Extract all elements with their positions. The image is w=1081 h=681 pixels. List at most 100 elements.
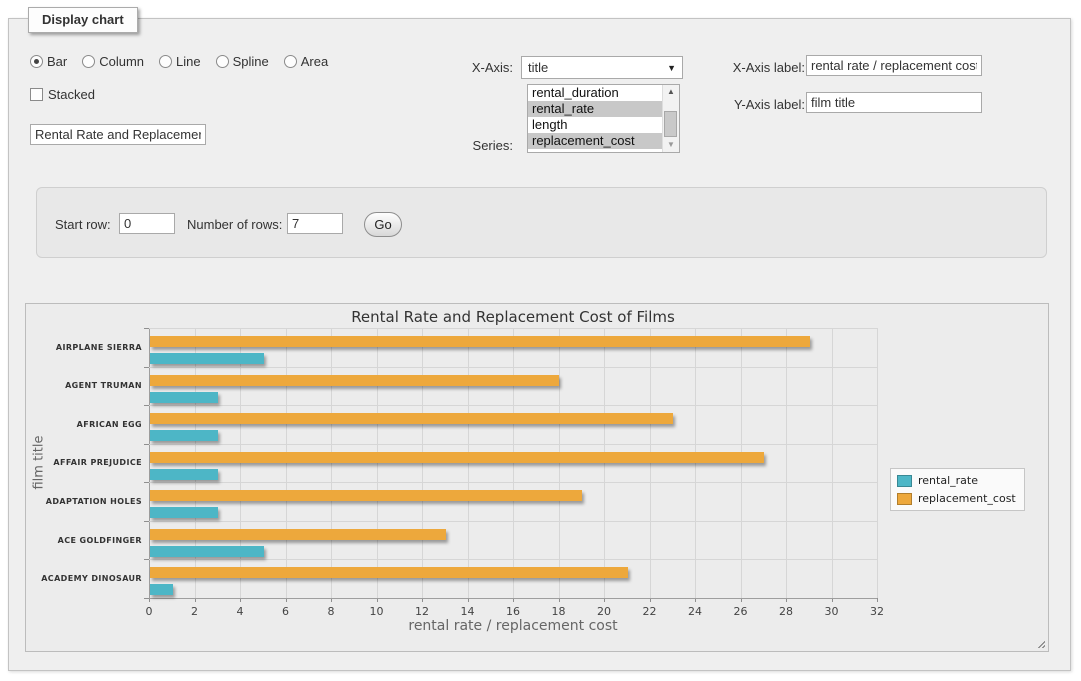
y-axis-label-input[interactable] xyxy=(806,92,982,113)
go-button[interactable]: Go xyxy=(364,212,402,237)
bar-rental_rate xyxy=(150,353,264,364)
y-tick-mark xyxy=(144,405,149,406)
legend-swatch-icon xyxy=(897,475,912,487)
panel-title: Display chart xyxy=(28,7,138,33)
x-tick-label: 2 xyxy=(180,605,210,618)
x-tick-label: 0 xyxy=(134,605,164,618)
y-gridline xyxy=(149,559,877,560)
x-axis-select[interactable]: title ▼ xyxy=(521,56,683,79)
x-gridline xyxy=(468,328,469,598)
bar-rental_rate xyxy=(150,584,173,595)
bar-rental_rate xyxy=(150,392,218,403)
y-axis-label-label: Y-Axis label: xyxy=(713,97,805,112)
chart-title-input[interactable] xyxy=(30,124,206,145)
bar-replacement_cost xyxy=(150,529,446,540)
scrollbar-thumb[interactable] xyxy=(664,111,677,137)
chart-legend: rental_ratereplacement_cost xyxy=(890,468,1025,511)
legend-item-replacement_cost: replacement_cost xyxy=(897,492,1016,505)
bar-replacement_cost xyxy=(150,490,582,501)
radio-icon xyxy=(30,55,43,68)
category-label: ACE GOLDFINGER xyxy=(46,521,142,560)
chart-type-bar[interactable]: Bar xyxy=(30,54,67,69)
chart-type-spline[interactable]: Spline xyxy=(216,54,269,69)
chart-type-area[interactable]: Area xyxy=(284,54,328,69)
series-option-rental_rate[interactable]: rental_rate xyxy=(528,101,663,117)
y-gridline xyxy=(149,367,877,368)
x-gridline xyxy=(650,328,651,598)
y-gridline xyxy=(149,328,877,329)
x-tick-label: 22 xyxy=(635,605,665,618)
series-options: rental_durationrental_ratelengthreplacem… xyxy=(528,85,663,152)
x-tick-label: 8 xyxy=(316,605,346,618)
category-label: AFFAIR PREJUDICE xyxy=(46,444,142,483)
x-tick-label: 28 xyxy=(771,605,801,618)
display-chart-page: Display chart Bar Column Line Spline Area St… xyxy=(0,0,1081,681)
bar-replacement_cost xyxy=(150,567,628,578)
series-option-length[interactable]: length xyxy=(528,117,663,133)
y-tick-mark xyxy=(144,559,149,560)
start-row-input[interactable] xyxy=(119,213,175,234)
category-label: ACADEMY DINOSAUR xyxy=(46,559,142,598)
y-gridline xyxy=(149,405,877,406)
category-label: AIRPLANE SIERRA xyxy=(46,328,142,367)
x-tick-label: 24 xyxy=(680,605,710,618)
x-tick-label: 20 xyxy=(589,605,619,618)
y-tick-mark xyxy=(144,482,149,483)
category-label: ADAPTATION HOLES xyxy=(46,482,142,521)
series-option-rental_duration[interactable]: rental_duration xyxy=(528,85,663,101)
x-axis-select-label: X-Axis: xyxy=(409,60,513,75)
series-listbox[interactable]: rental_durationrental_ratelengthreplacem… xyxy=(527,84,680,153)
category-label: AGENT TRUMAN xyxy=(46,367,142,406)
series-option-replacement_cost[interactable]: replacement_cost xyxy=(528,133,663,149)
scroll-down-icon[interactable]: ▼ xyxy=(663,138,679,152)
y-gridline xyxy=(149,444,877,445)
stacked-label: Stacked xyxy=(48,87,95,102)
x-axis-selected-value: title xyxy=(528,60,548,75)
bar-rental_rate xyxy=(150,430,218,441)
y-tick-mark xyxy=(144,598,149,599)
y-gridline xyxy=(149,521,877,522)
x-tick-mark xyxy=(877,598,878,602)
x-gridline xyxy=(604,328,605,598)
bar-rental_rate xyxy=(150,507,218,518)
bar-rental_rate xyxy=(150,469,218,480)
y-gridline xyxy=(149,482,877,483)
x-tick-label: 30 xyxy=(817,605,847,618)
x-gridline xyxy=(422,328,423,598)
radio-label: Line xyxy=(176,54,201,69)
y-tick-mark xyxy=(144,367,149,368)
x-gridline xyxy=(832,328,833,598)
chart-y-axis-label: film title xyxy=(32,363,47,563)
radio-label: Spline xyxy=(233,54,269,69)
display-chart-panel: BarColumnLineSplineArea Stacked X-Axis: … xyxy=(8,18,1071,671)
x-tick-label: 32 xyxy=(862,605,892,618)
bar-rental_rate xyxy=(150,546,264,557)
chart-title: Rental Rate and Replacement Cost of Film… xyxy=(149,308,877,326)
x-axis-label-input[interactable] xyxy=(806,55,982,76)
number-of-rows-input[interactable] xyxy=(287,213,343,234)
x-gridline xyxy=(240,328,241,598)
y-tick-mark xyxy=(144,444,149,445)
scroll-up-icon[interactable]: ▲ xyxy=(663,85,679,99)
x-gridline xyxy=(331,328,332,598)
x-gridline xyxy=(877,328,878,598)
listbox-scrollbar[interactable]: ▲ ▼ xyxy=(662,85,679,152)
bar-replacement_cost xyxy=(150,452,764,463)
chart-type-line[interactable]: Line xyxy=(159,54,201,69)
chart-type-radio-group: Bar Column Line Spline Area xyxy=(30,54,328,69)
start-row-label: Start row: xyxy=(55,217,111,232)
x-gridline xyxy=(195,328,196,598)
category-label: AFRICAN EGG xyxy=(46,405,142,444)
legend-label: replacement_cost xyxy=(918,492,1016,505)
y-axis-line xyxy=(149,328,150,598)
bar-replacement_cost xyxy=(150,336,810,347)
chart-type-column[interactable]: Column xyxy=(82,54,144,69)
stacked-checkbox[interactable]: Stacked xyxy=(30,87,95,102)
x-gridline xyxy=(786,328,787,598)
y-tick-mark xyxy=(144,521,149,522)
radio-label: Area xyxy=(301,54,328,69)
y-tick-mark xyxy=(144,328,149,329)
number-of-rows-label: Number of rows: xyxy=(187,217,282,232)
legend-swatch-icon xyxy=(897,493,912,505)
x-tick-label: 18 xyxy=(544,605,574,618)
